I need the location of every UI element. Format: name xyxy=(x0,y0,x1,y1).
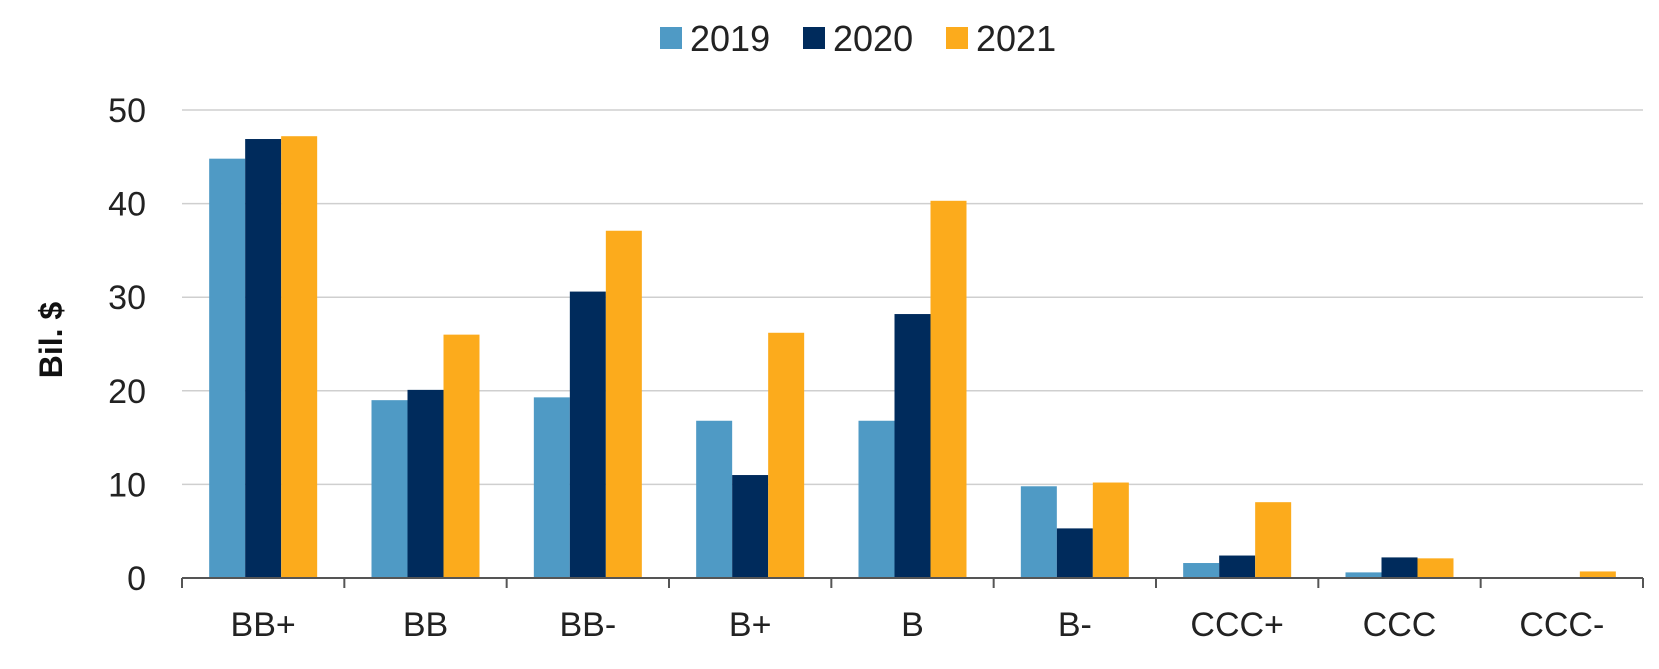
bar-2021-BB+ xyxy=(281,136,318,578)
bar-2021-B+ xyxy=(768,332,805,578)
bar-2021-CCC+ xyxy=(1255,502,1292,578)
y-tick-label: 30 xyxy=(108,279,146,317)
bar-2019-B+ xyxy=(696,420,733,578)
bar-2019-B- xyxy=(1020,486,1057,578)
bar-2020-B xyxy=(894,314,931,578)
bar-2020-BB+ xyxy=(245,139,282,579)
x-axis xyxy=(181,577,1644,588)
x-tick-label: B xyxy=(901,606,924,644)
bar-2019-BB- xyxy=(533,397,570,578)
y-tick-label: 50 xyxy=(108,92,146,130)
x-tick-label: CCC xyxy=(1363,606,1437,644)
y-tick-label: 40 xyxy=(108,186,146,224)
x-tick-label: B- xyxy=(1058,606,1092,644)
x-tick-label: CCC- xyxy=(1519,606,1604,644)
x-tick-label: BB+ xyxy=(231,606,296,644)
bar-2019-CCC xyxy=(1345,572,1382,578)
legend-label: 2019 xyxy=(690,18,770,59)
bar-2021-BB xyxy=(443,334,480,578)
legend-swatch-2019 xyxy=(660,27,682,49)
bar-2020-B- xyxy=(1056,528,1093,578)
bar-2019-BB+ xyxy=(209,158,246,578)
x-axis-labels: BB+ BB BB- B+ B B- CCC+ CCC CCC- xyxy=(231,606,1605,644)
bars xyxy=(209,136,1616,579)
legend-label: 2021 xyxy=(976,18,1056,59)
bar-2020-CCC xyxy=(1381,557,1418,578)
bar-2021-B- xyxy=(1092,482,1129,578)
legend: 2019 2020 2021 xyxy=(660,18,1056,59)
x-tick-label: CCC+ xyxy=(1190,606,1284,644)
legend-label: 2020 xyxy=(833,18,913,59)
bar-2020-BB- xyxy=(569,291,606,578)
legend-swatch-2021 xyxy=(946,27,968,49)
bar-2019-CCC+ xyxy=(1183,563,1220,578)
y-axis-title: Bil. $ xyxy=(33,302,69,379)
bar-2021-BB- xyxy=(605,230,642,578)
bar-2020-B+ xyxy=(732,475,769,578)
bar-2021-CCC- xyxy=(1579,571,1616,578)
bar-2020-BB xyxy=(407,389,444,578)
bar-2019-BB xyxy=(371,400,408,578)
y-tick-label: 20 xyxy=(108,373,146,411)
legend-swatch-2020 xyxy=(803,27,825,49)
x-tick-label: B+ xyxy=(729,606,772,644)
bar-2020-CCC+ xyxy=(1219,555,1256,578)
bar-2021-CCC xyxy=(1417,558,1454,578)
x-tick-label: BB- xyxy=(559,606,616,644)
y-axis-ticks: 0 10 20 30 40 50 xyxy=(108,92,146,598)
y-tick-label: 0 xyxy=(127,560,146,598)
bar-2021-B xyxy=(930,200,967,579)
x-tick-label: BB xyxy=(403,606,448,644)
bar-2019-B xyxy=(858,420,895,578)
y-tick-label: 10 xyxy=(108,466,146,504)
